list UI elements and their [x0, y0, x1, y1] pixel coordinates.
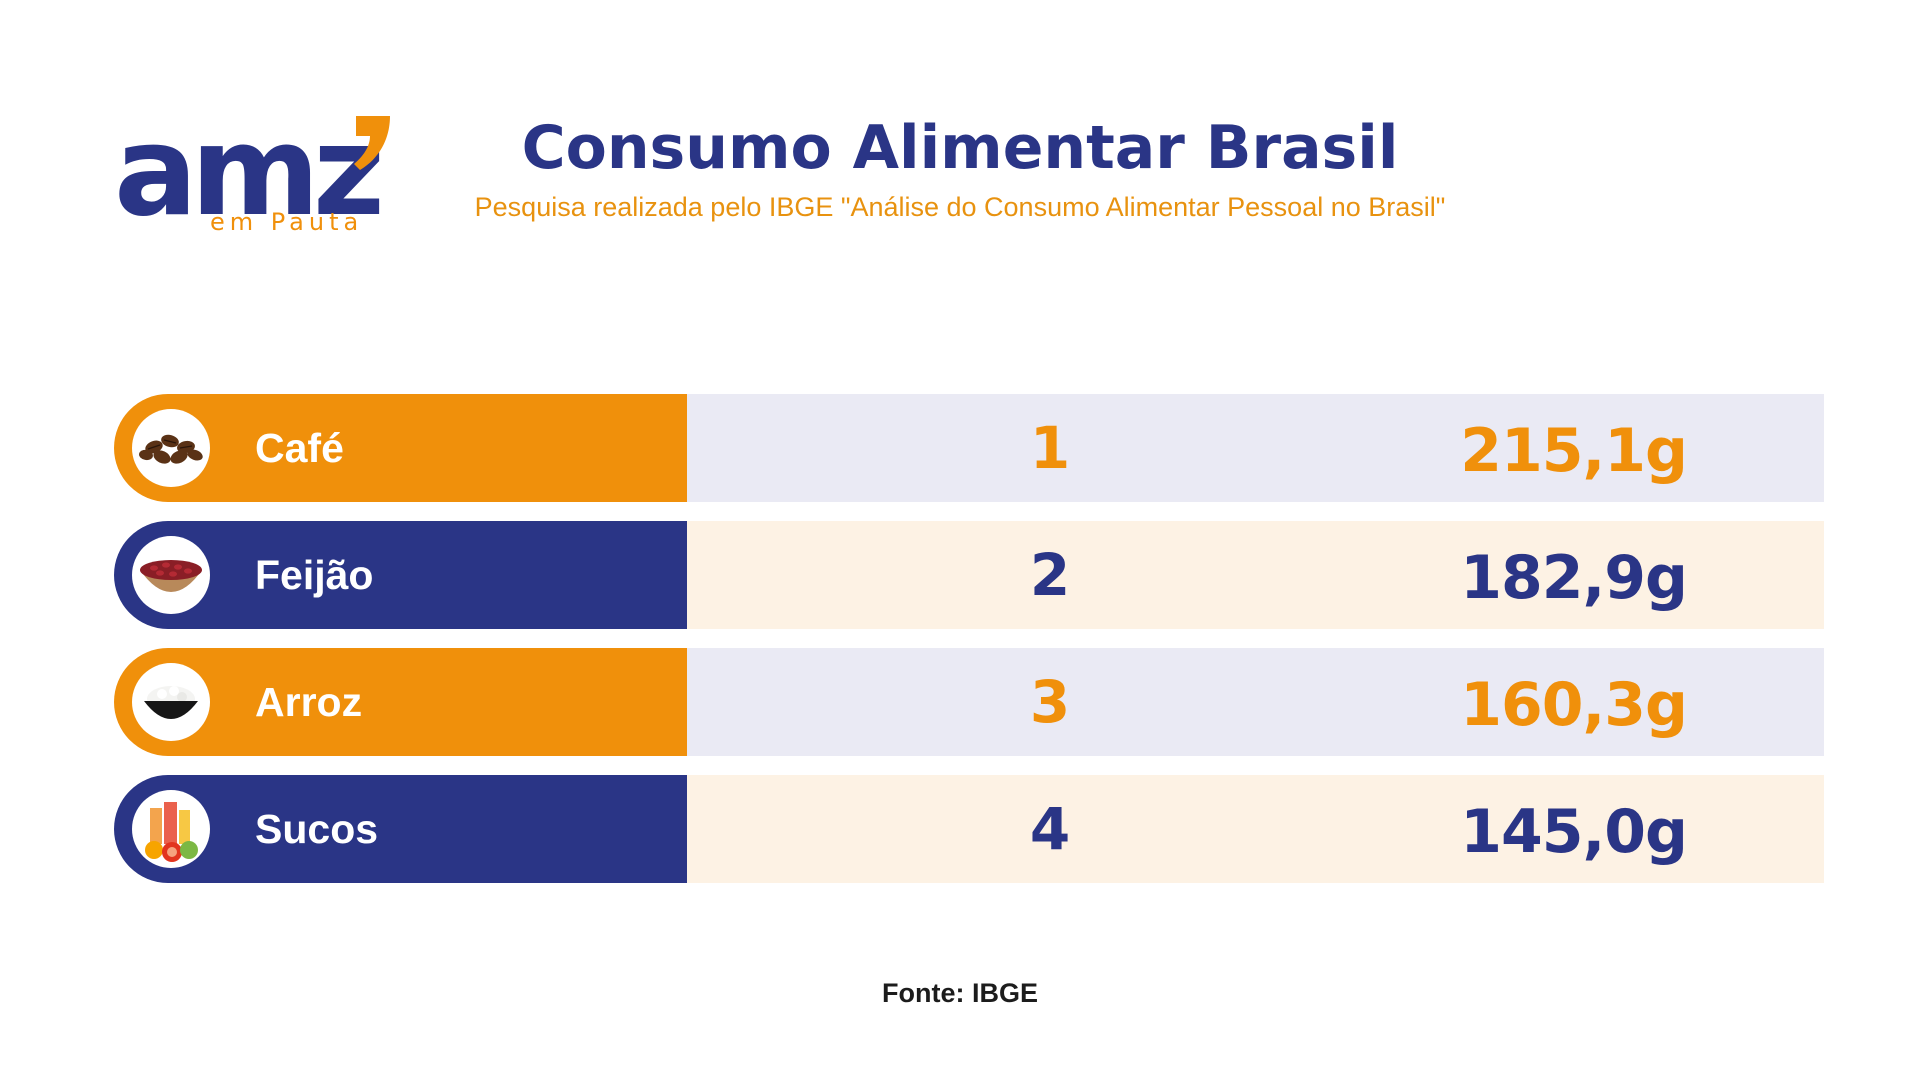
rank-number: 3 — [1029, 668, 1071, 736]
row-label-band: Café — [114, 394, 687, 502]
row-data-band: 2 182,9g — [687, 521, 1824, 629]
row-label-band: Arroz — [114, 648, 687, 756]
table-row: Feijão 2 182,9g — [114, 521, 1824, 629]
row-data-band: 3 160,3g — [687, 648, 1824, 756]
table-row: Sucos 4 145,0g — [114, 775, 1824, 883]
food-name: Arroz — [255, 679, 363, 725]
juice-fruits-icon — [132, 790, 210, 868]
consumption-amount: 160,3g — [1460, 670, 1688, 740]
coffee-beans-icon — [132, 409, 210, 487]
table-row: Café 1 215,1g — [114, 394, 1824, 502]
food-name: Café — [255, 425, 344, 471]
beans-bowl-icon — [132, 536, 210, 614]
rank-number: 1 — [1029, 414, 1071, 482]
page-subtitle: Pesquisa realizada pelo IBGE "Análise do… — [474, 192, 1446, 222]
row-label-band: Feijão — [114, 521, 687, 629]
logo-wordmark: amz — [114, 100, 385, 244]
rank-number: 4 — [1029, 795, 1071, 863]
consumption-amount: 182,9g — [1460, 543, 1688, 613]
rank-number: 2 — [1029, 541, 1071, 609]
rice-bowl-icon — [132, 663, 210, 741]
logo-apostrophe-icon — [354, 116, 390, 170]
table-row: Arroz 3 160,3g — [114, 648, 1824, 756]
amz-em-pauta-logo: amz em Pauta — [114, 110, 414, 240]
consumption-amount: 145,0g — [1460, 797, 1688, 867]
food-name: Sucos — [255, 806, 379, 852]
logo-subtitle: em Pauta — [210, 208, 364, 236]
consumption-amount: 215,1g — [1460, 416, 1688, 486]
row-label-band: Sucos — [114, 775, 687, 883]
food-name: Feijão — [255, 552, 374, 598]
row-data-band: 4 145,0g — [687, 775, 1824, 883]
ranking-table: Café 1 215,1g — [114, 394, 1824, 902]
row-data-band: 1 215,1g — [687, 394, 1824, 502]
page-title: Consumo Alimentar Brasil — [521, 113, 1399, 183]
source-note: Fonte: IBGE — [882, 978, 1038, 1008]
